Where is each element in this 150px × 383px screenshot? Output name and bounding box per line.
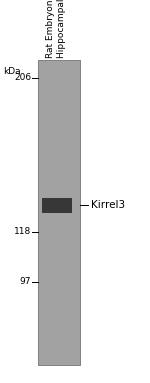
Text: Rat Embryonic
Hippocampal Neuron: Rat Embryonic Hippocampal Neuron <box>46 0 66 58</box>
Text: Kirrel3: Kirrel3 <box>91 200 125 210</box>
Text: 97: 97 <box>20 278 31 286</box>
Bar <box>38 60 80 365</box>
Bar <box>42 198 72 213</box>
Text: kDa: kDa <box>3 67 21 76</box>
Text: 206: 206 <box>14 74 31 82</box>
Text: 118: 118 <box>14 228 31 236</box>
